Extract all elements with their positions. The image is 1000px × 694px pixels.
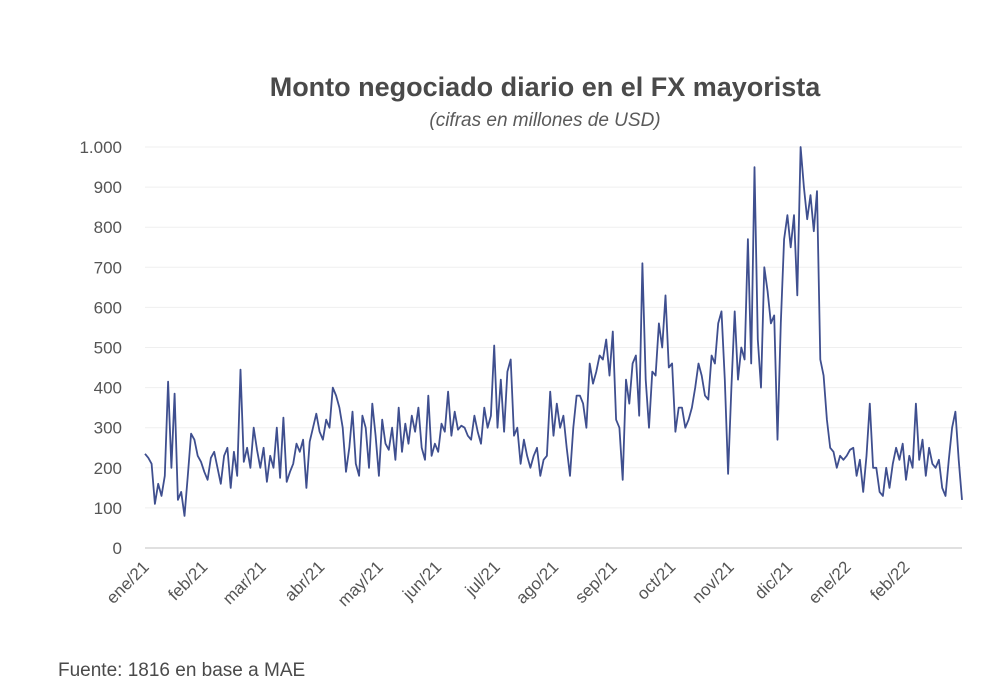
x-tick-label: nov/21	[688, 557, 738, 607]
series-area	[144, 146, 963, 517]
y-tick-label: 600	[94, 298, 122, 317]
y-axis: 0 100 200 300 400 500 600 700 800 900 1.000	[79, 138, 122, 558]
y-tick-label: 900	[94, 178, 122, 197]
series-line	[144, 146, 963, 517]
x-tick-label: ago/21	[512, 557, 562, 607]
x-tick-label: ene/22	[805, 557, 855, 607]
y-tick-label: 400	[94, 379, 122, 398]
y-tick-label: 1.000	[79, 138, 122, 157]
x-tick-label: abr/21	[281, 557, 329, 605]
x-tick-label: feb/22	[866, 557, 913, 604]
x-axis: ene/21 feb/21 mar/21 abr/21 may/21 jun/21 jul/…	[103, 557, 914, 610]
x-tick-label: ene/21	[103, 557, 153, 607]
x-tick-label: jun/21	[398, 557, 445, 604]
x-tick-label: mar/21	[219, 557, 270, 608]
x-tick-label: jul/21	[461, 557, 504, 600]
x-tick-label: dic/21	[751, 557, 797, 603]
x-tick-label: oct/21	[633, 557, 679, 603]
y-tick-label: 500	[94, 339, 122, 358]
x-tick-label: feb/21	[164, 557, 211, 604]
y-tick-label: 0	[113, 539, 122, 558]
y-tick-label: 200	[94, 459, 122, 478]
y-tick-label: 300	[94, 419, 122, 438]
y-tick-label: 100	[94, 499, 122, 518]
x-tick-label: sep/21	[571, 557, 621, 607]
x-tick-label: may/21	[334, 557, 387, 610]
chart-subtitle: (cifras en millones de USD)	[429, 110, 661, 131]
gridlines	[145, 146, 962, 549]
chart-title: Monto negociado diario en el FX mayorist…	[269, 72, 821, 102]
source-note: Fuente: 1816 en base a MAE	[58, 660, 306, 681]
y-tick-label: 800	[94, 218, 122, 237]
y-tick-label: 700	[94, 258, 122, 277]
